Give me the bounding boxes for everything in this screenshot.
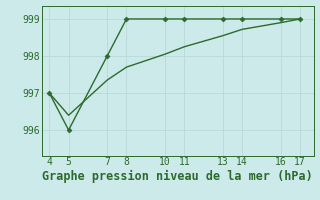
X-axis label: Graphe pression niveau de la mer (hPa): Graphe pression niveau de la mer (hPa) <box>42 170 313 183</box>
